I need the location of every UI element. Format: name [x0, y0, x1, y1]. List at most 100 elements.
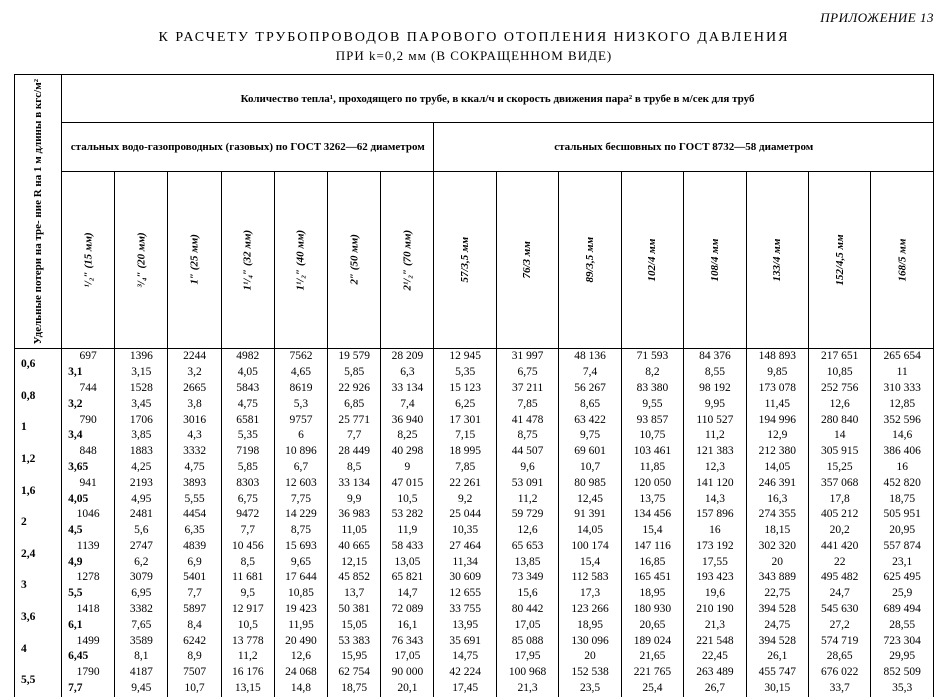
- velocity-cell: 7,4: [559, 365, 621, 381]
- heat-cell: 50 381: [328, 602, 381, 618]
- heat-cell: 1706: [115, 413, 168, 429]
- velocity-cell: 11: [871, 365, 934, 381]
- heat-cell: 6242: [168, 634, 221, 650]
- heat-cell: 7562: [274, 349, 327, 365]
- velocity-cell: 9,95: [684, 397, 746, 413]
- heat-cell: 6581: [221, 413, 274, 429]
- velocity-cell: 28,65: [809, 649, 871, 665]
- heat-cell: 41 478: [496, 413, 558, 429]
- velocity-cell: 20,65: [621, 618, 683, 634]
- appendix-number: ПРИЛОЖЕНИЕ 13: [14, 10, 934, 26]
- velocity-cell: 13,7: [328, 586, 381, 602]
- velocity-cell: 8,25: [381, 428, 434, 444]
- heat-cell: 53 091: [496, 476, 558, 492]
- velocity-cell: 4,05: [221, 365, 274, 381]
- velocity-cell: 3,85: [115, 428, 168, 444]
- heat-cell: 165 451: [621, 570, 683, 586]
- heat-cell: 790: [62, 413, 115, 429]
- heat-cell: 394 528: [746, 602, 808, 618]
- velocity-cell: 18,95: [621, 586, 683, 602]
- heat-cell: 173 078: [746, 381, 808, 397]
- velocity-cell: 7,65: [115, 618, 168, 634]
- velocity-cell: 20,95: [871, 523, 934, 539]
- heat-cell: 59 729: [496, 507, 558, 523]
- heat-cell: 147 116: [621, 539, 683, 555]
- velocity-cell: 7,85: [496, 397, 558, 413]
- heat-cell: 13 778: [221, 634, 274, 650]
- pipe-calculation-table: Удельные потери на тре- ние R на 1 м дли…: [14, 74, 934, 697]
- heat-cell: 11 681: [221, 570, 274, 586]
- velocity-cell: 6,3: [381, 365, 434, 381]
- heat-cell: 27 464: [434, 539, 496, 555]
- heat-cell: 22 926: [328, 381, 381, 397]
- velocity-cell: 9,45: [115, 681, 168, 697]
- heat-cell: 12 917: [221, 602, 274, 618]
- heat-cell: 7198: [221, 444, 274, 460]
- heat-cell: 72 089: [381, 602, 434, 618]
- velocity-cell: 14,75: [434, 649, 496, 665]
- velocity-cell: 26,7: [684, 681, 746, 697]
- velocity-cell: 15,25: [809, 460, 871, 476]
- velocity-cell: 9,65: [274, 555, 327, 571]
- velocity-cell: 9,5: [221, 586, 274, 602]
- heat-cell: 123 266: [559, 602, 621, 618]
- velocity-cell: 33,7: [809, 681, 871, 697]
- diameter-col-9: 89/3,5 мм: [559, 171, 621, 349]
- heat-cell: 148 893: [746, 349, 808, 365]
- velocity-cell: 16: [871, 460, 934, 476]
- r-value: 4: [15, 634, 62, 666]
- velocity-cell: 18,75: [328, 681, 381, 697]
- heat-cell: 91 391: [559, 507, 621, 523]
- heat-cell: 625 495: [871, 570, 934, 586]
- velocity-cell: 10,7: [559, 460, 621, 476]
- velocity-cell: 15,4: [621, 523, 683, 539]
- r-value: 1,2: [15, 444, 62, 476]
- velocity-cell: 13,15: [221, 681, 274, 697]
- velocity-cell: 7,75: [274, 492, 327, 508]
- velocity-cell: 7,7: [328, 428, 381, 444]
- velocity-cell: 23,5: [559, 681, 621, 697]
- heat-cell: 40 298: [381, 444, 434, 460]
- heat-cell: 352 596: [871, 413, 934, 429]
- velocity-cell: 8,75: [274, 523, 327, 539]
- velocity-cell: 29,95: [871, 649, 934, 665]
- velocity-cell: 26,1: [746, 649, 808, 665]
- heat-cell: 56 267: [559, 381, 621, 397]
- diameter-col-7: 57/3,5 мм: [434, 171, 496, 349]
- velocity-cell: 10,7: [168, 681, 221, 697]
- heat-cell: 53 383: [328, 634, 381, 650]
- r-value: 3,6: [15, 602, 62, 634]
- velocity-cell: 6,75: [221, 492, 274, 508]
- velocity-cell: 14,8: [274, 681, 327, 697]
- heat-cell: 1883: [115, 444, 168, 460]
- velocity-cell: 3,2: [168, 365, 221, 381]
- velocity-cell: 4,9: [62, 555, 115, 571]
- heat-cell: 17 301: [434, 413, 496, 429]
- velocity-cell: 5,85: [221, 460, 274, 476]
- r-value: 1,6: [15, 476, 62, 508]
- velocity-cell: 14: [809, 428, 871, 444]
- heat-cell: 15 693: [274, 539, 327, 555]
- heat-cell: 194 996: [746, 413, 808, 429]
- velocity-cell: 12,45: [559, 492, 621, 508]
- heat-cell: 45 852: [328, 570, 381, 586]
- heat-cell: 37 211: [496, 381, 558, 397]
- velocity-cell: 4,95: [115, 492, 168, 508]
- velocity-cell: 18,95: [559, 618, 621, 634]
- r-value: 0,8: [15, 381, 62, 413]
- heat-cell: 47 015: [381, 476, 434, 492]
- velocity-cell: 7,7: [221, 523, 274, 539]
- heat-cell: 3382: [115, 602, 168, 618]
- velocity-cell: 7,7: [62, 681, 115, 697]
- heat-cell: 44 507: [496, 444, 558, 460]
- heat-cell: 357 068: [809, 476, 871, 492]
- velocity-cell: 3,15: [115, 365, 168, 381]
- velocity-cell: 7,7: [168, 586, 221, 602]
- heat-cell: 12 945: [434, 349, 496, 365]
- velocity-cell: 23,1: [871, 555, 934, 571]
- velocity-cell: 13,95: [434, 618, 496, 634]
- heat-cell: 16 176: [221, 665, 274, 681]
- velocity-cell: 14,3: [684, 492, 746, 508]
- heat-cell: 134 456: [621, 507, 683, 523]
- velocity-cell: 4,65: [274, 365, 327, 381]
